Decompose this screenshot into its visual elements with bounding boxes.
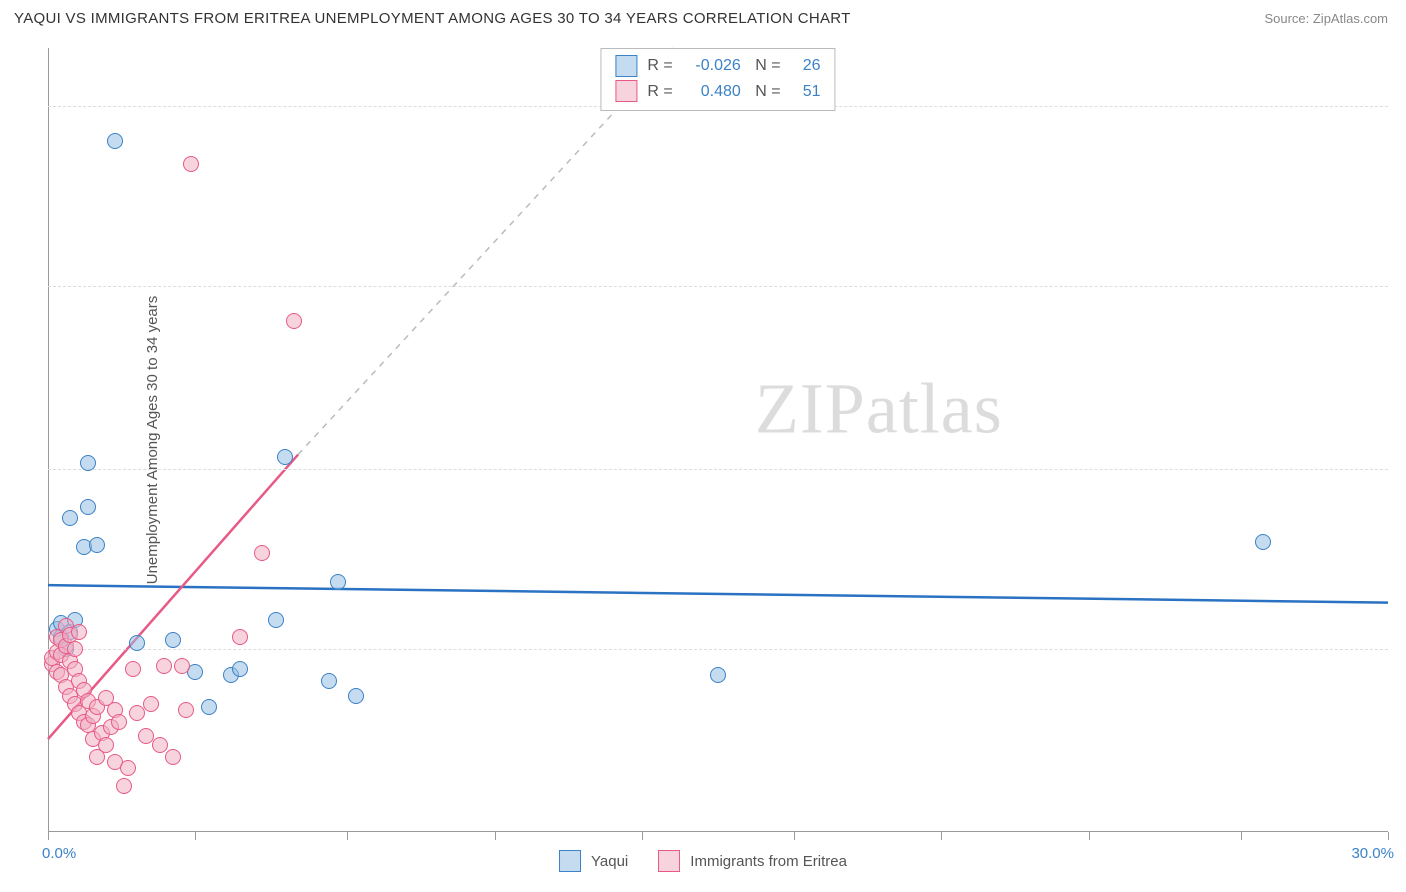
- scatter-point-yaqui: [201, 699, 217, 715]
- gridline: [48, 286, 1388, 287]
- scatter-point-eritrea: [232, 629, 248, 645]
- scatter-point-yaqui: [710, 667, 726, 683]
- y-tick-label: 18.8%: [1400, 278, 1406, 295]
- scatter-point-eritrea: [143, 696, 159, 712]
- x-tick: [642, 832, 643, 840]
- scatter-point-eritrea: [286, 313, 302, 329]
- swatch-blue-icon: [559, 850, 581, 872]
- stats-row-yaqui: R = -0.026 N = 26: [615, 53, 820, 79]
- stat-r-label: R =: [647, 79, 672, 105]
- plot-area: 6.3%12.5%18.8%25.0%: [48, 48, 1388, 832]
- legend-label-yaqui: Yaqui: [591, 853, 628, 870]
- scatter-point-yaqui: [330, 574, 346, 590]
- scatter-point-yaqui: [80, 499, 96, 515]
- scatter-point-yaqui: [62, 510, 78, 526]
- scatter-point-yaqui: [107, 133, 123, 149]
- scatter-point-eritrea: [156, 658, 172, 674]
- chart-title: YAQUI VS IMMIGRANTS FROM ERITREA UNEMPLO…: [14, 10, 851, 27]
- x-tick: [1089, 832, 1090, 840]
- x-axis-min-label: 0.0%: [42, 845, 76, 862]
- stat-n-label: N =: [751, 53, 781, 79]
- x-tick: [495, 832, 496, 840]
- scatter-point-eritrea: [152, 737, 168, 753]
- scatter-point-eritrea: [116, 778, 132, 794]
- stat-r-eritrea: 0.480: [683, 79, 741, 105]
- x-tick: [1388, 832, 1389, 840]
- scatter-point-eritrea: [71, 624, 87, 640]
- scatter-point-yaqui: [129, 635, 145, 651]
- scatter-point-eritrea: [183, 156, 199, 172]
- x-tick: [1241, 832, 1242, 840]
- x-tick: [48, 832, 49, 840]
- scatter-point-yaqui: [80, 455, 96, 471]
- x-tick: [347, 832, 348, 840]
- x-tick: [195, 832, 196, 840]
- scatter-point-yaqui: [89, 537, 105, 553]
- chart-header: YAQUI VS IMMIGRANTS FROM ERITREA UNEMPLO…: [0, 0, 1406, 35]
- gridline: [48, 469, 1388, 470]
- scatter-point-eritrea: [111, 714, 127, 730]
- swatch-pink-icon: [658, 850, 680, 872]
- chart-container: ZIPatlas 6.3%12.5%18.8%25.0% Unemploymen…: [48, 48, 1388, 832]
- scatter-point-yaqui: [1255, 534, 1271, 550]
- stats-legend: R = -0.026 N = 26 R = 0.480 N = 51: [600, 48, 835, 111]
- trend-lines: [48, 48, 1388, 832]
- scatter-point-eritrea: [174, 658, 190, 674]
- scatter-point-eritrea: [120, 760, 136, 776]
- stat-n-eritrea: 51: [791, 79, 821, 105]
- scatter-point-yaqui: [321, 673, 337, 689]
- scatter-point-yaqui: [348, 688, 364, 704]
- gridline: [48, 649, 1388, 650]
- scatter-point-eritrea: [98, 737, 114, 753]
- y-tick-label: 12.5%: [1400, 461, 1406, 478]
- scatter-point-yaqui: [232, 661, 248, 677]
- bottom-legend: Yaqui Immigrants from Eritrea: [559, 850, 847, 872]
- swatch-pink-icon: [615, 80, 637, 102]
- scatter-point-yaqui: [277, 449, 293, 465]
- y-tick-label: 6.3%: [1400, 641, 1406, 658]
- stat-n-yaqui: 26: [791, 53, 821, 79]
- stat-n-label: N =: [751, 79, 781, 105]
- scatter-point-yaqui: [268, 612, 284, 628]
- x-tick: [794, 832, 795, 840]
- scatter-point-eritrea: [178, 702, 194, 718]
- legend-label-eritrea: Immigrants from Eritrea: [690, 853, 847, 870]
- scatter-point-eritrea: [67, 641, 83, 657]
- scatter-point-eritrea: [165, 749, 181, 765]
- stat-r-label: R =: [647, 53, 672, 79]
- swatch-blue-icon: [615, 55, 637, 77]
- y-axis-title: Unemployment Among Ages 30 to 34 years: [144, 296, 161, 585]
- stats-row-eritrea: R = 0.480 N = 51: [615, 79, 820, 105]
- legend-item-yaqui: Yaqui: [559, 850, 628, 872]
- scatter-point-yaqui: [165, 632, 181, 648]
- chart-source: Source: ZipAtlas.com: [1264, 11, 1388, 26]
- legend-item-eritrea: Immigrants from Eritrea: [658, 850, 847, 872]
- stat-r-yaqui: -0.026: [683, 53, 741, 79]
- scatter-point-eritrea: [125, 661, 141, 677]
- scatter-point-eritrea: [254, 545, 270, 561]
- y-tick-label: 25.0%: [1400, 98, 1406, 115]
- x-tick: [941, 832, 942, 840]
- x-axis-max-label: 30.0%: [1351, 845, 1394, 862]
